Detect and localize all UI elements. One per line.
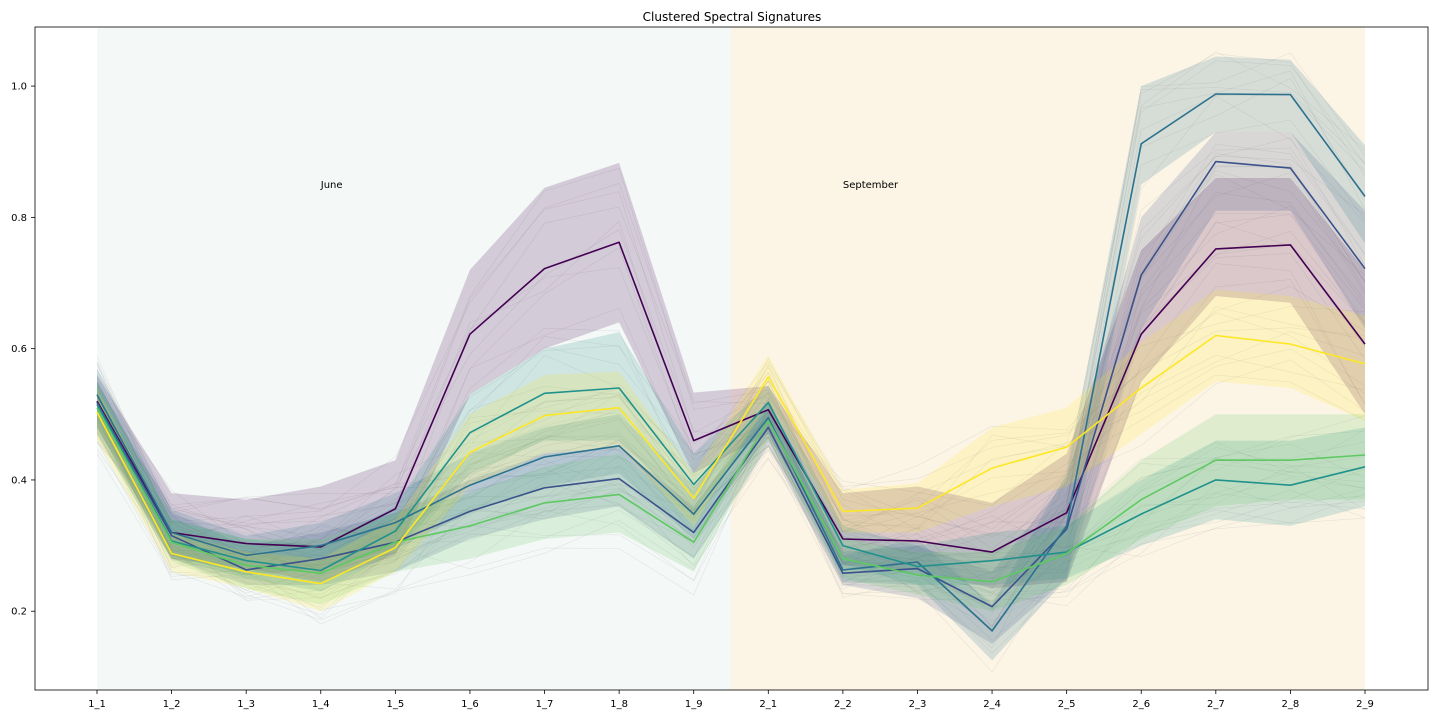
trace-line (96, 70, 1366, 604)
trace-line (96, 147, 1366, 605)
trace-line (96, 60, 1366, 603)
trace-line (96, 192, 1366, 641)
trace-line (96, 359, 1366, 619)
y-tick-label: 0.4 (11, 475, 27, 486)
trace-line (96, 119, 1366, 673)
trace-line (96, 165, 1366, 631)
trace-line (96, 279, 1366, 579)
trace-line (96, 345, 1366, 573)
trace-line (96, 396, 1366, 567)
trace-line (96, 205, 1366, 549)
trace-line (96, 374, 1366, 611)
trace-line (96, 398, 1366, 594)
x-tick-label: 2_8 (1282, 699, 1300, 710)
trace-line (96, 409, 1366, 593)
cluster-band-4 (97, 332, 1365, 592)
trace-line (96, 137, 1366, 580)
x-tick-label: 1_3 (237, 699, 255, 710)
y-tick-label: 0.8 (11, 213, 27, 224)
region-june (97, 27, 731, 690)
cluster-mean-line-6 (96, 334, 1366, 585)
cluster-band-3 (97, 56, 1365, 661)
region-september (731, 27, 1365, 690)
trace-line (96, 166, 1366, 629)
trace-line (96, 423, 1366, 609)
x-tick-label: 2_7 (1207, 699, 1225, 710)
x-tick-label: 2_4 (983, 699, 1001, 710)
trace-line (96, 286, 1366, 557)
x-tick-label: 1_9 (685, 699, 703, 710)
trace-line (96, 167, 1366, 535)
trace-line (96, 191, 1366, 533)
trace-line (96, 348, 1366, 601)
y-tick-label: 0.6 (11, 344, 27, 355)
trace-line (96, 306, 1366, 565)
x-tick-label: 1_4 (312, 699, 330, 710)
annotation-september: September (843, 180, 899, 191)
trace-line (96, 155, 1366, 559)
trace-line (96, 220, 1366, 557)
trace-line (96, 331, 1366, 567)
x-tick-label: 1_6 (461, 699, 479, 710)
cluster-mean-line-1 (96, 241, 1366, 553)
trace-line (96, 247, 1366, 574)
trace-line (96, 410, 1366, 616)
trace-line (96, 327, 1366, 580)
trace-line (96, 424, 1366, 573)
x-tick-label: 2_2 (834, 699, 852, 710)
cluster-mean-line-4 (96, 387, 1366, 572)
trace-line (96, 441, 1366, 601)
trace-line (96, 354, 1366, 558)
x-tick-label: 1_7 (536, 699, 554, 710)
trace-line (96, 173, 1366, 523)
axes-frame (34, 26, 1429, 691)
trace-line (96, 87, 1366, 627)
trace-line (96, 78, 1366, 649)
trace-line (96, 423, 1366, 625)
trace-line (96, 143, 1366, 594)
chart-title: Clustered Spectral Signatures (643, 10, 822, 24)
cluster-band-6 (97, 289, 1365, 612)
trace-line (96, 214, 1366, 622)
cluster-band-1 (97, 162, 1365, 589)
trace-line (96, 418, 1366, 594)
trace-line (96, 415, 1366, 580)
x-tick-label: 1_8 (610, 699, 628, 710)
x-tick-label: 2_1 (759, 699, 777, 710)
y-tick-label: 0.2 (11, 607, 27, 618)
y-tick-label: 1.0 (11, 82, 27, 93)
x-tick-label: 1_1 (88, 699, 106, 710)
trace-line (96, 412, 1366, 621)
axis-ticks: 1_1 1_2 1_3 1_4 1_5 1_6 1_7 1_8 1_9 2_1 2_2 2_3 2_4 2… (11, 82, 1374, 710)
x-tick-label: 1_5 (386, 699, 404, 710)
cluster-mean-line-5 (96, 407, 1366, 583)
cluster-band-2 (97, 132, 1365, 644)
x-tick-label: 2_6 (1132, 699, 1150, 710)
trace-line (96, 229, 1366, 556)
trace-line (96, 389, 1366, 596)
annotation-june: June (320, 180, 343, 191)
trace-line (96, 153, 1366, 627)
individual-traces (96, 51, 1366, 673)
x-tick-label: 2_9 (1356, 699, 1374, 710)
cluster-mean-line-3 (96, 93, 1366, 632)
season-regions (97, 27, 1365, 690)
x-tick-label: 2_3 (909, 699, 927, 710)
x-tick-label: 1_2 (163, 699, 181, 710)
x-tick-label: 2_5 (1058, 699, 1076, 710)
cluster-mean-lines (96, 93, 1366, 632)
annotations: June September (320, 180, 899, 191)
axes-border (34, 26, 1429, 691)
trace-line (96, 354, 1366, 600)
trace-line (96, 424, 1366, 608)
trace-line (96, 336, 1366, 570)
trace-line (96, 397, 1366, 576)
trace-line (96, 346, 1366, 566)
cluster-bands (97, 56, 1365, 661)
trace-line (96, 53, 1366, 610)
cluster-mean-line-2 (96, 160, 1366, 608)
